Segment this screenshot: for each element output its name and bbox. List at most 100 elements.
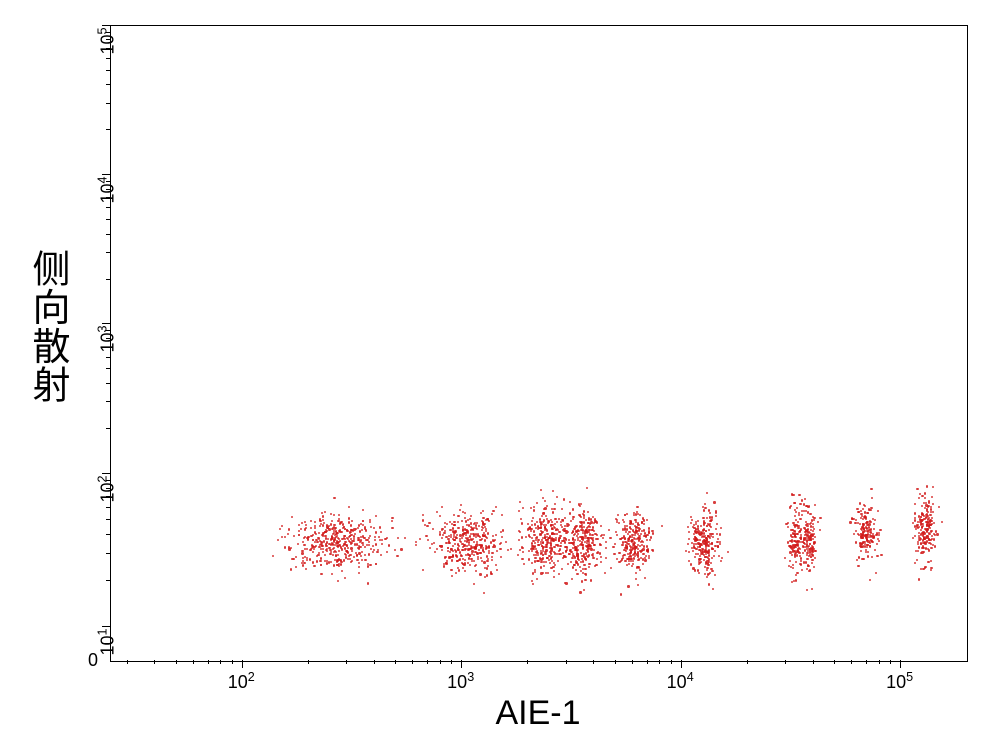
scatter-point: [583, 564, 585, 566]
scatter-point: [343, 526, 345, 528]
scatter-point: [705, 530, 707, 532]
scatter-point: [626, 525, 628, 527]
x-minor-tick: [671, 660, 672, 664]
scatter-point: [550, 538, 552, 540]
scatter-point: [569, 501, 571, 503]
scatter-point: [586, 527, 588, 529]
scatter-point: [381, 543, 383, 545]
scatter-point: [532, 540, 534, 542]
scatter-point: [535, 551, 537, 553]
scatter-point: [491, 556, 493, 558]
scatter-point: [451, 575, 453, 577]
scatter-point: [927, 519, 929, 521]
scatter-point: [523, 563, 525, 565]
x-minor-tick: [220, 660, 221, 664]
scatter-point: [519, 549, 521, 551]
scatter-point: [914, 519, 916, 521]
scatter-point: [548, 559, 550, 561]
scatter-point: [629, 522, 631, 524]
scatter-point: [441, 549, 443, 551]
scatter-point: [801, 499, 803, 501]
scatter-point: [531, 550, 533, 552]
scatter-point: [500, 556, 502, 558]
scatter-point: [708, 583, 710, 585]
scatter-point: [302, 564, 304, 566]
scatter-point: [322, 524, 324, 526]
scatter-point: [625, 545, 627, 547]
x-minor-tick: [890, 660, 891, 664]
scatter-point: [930, 560, 932, 562]
scatter-point: [813, 566, 815, 568]
scatter-point: [631, 539, 633, 541]
scatter-point: [548, 521, 550, 523]
scatter-point: [345, 550, 347, 552]
scatter-point: [637, 544, 639, 546]
scatter-point: [545, 561, 547, 563]
scatter-point: [720, 527, 722, 529]
scatter-point: [316, 560, 318, 562]
y-minor-tick: [106, 279, 110, 280]
scatter-point: [441, 528, 443, 530]
x-minor-tick: [834, 660, 835, 664]
scatter-point: [492, 535, 494, 537]
scatter-point: [415, 541, 417, 543]
y-minor-tick: [106, 219, 110, 220]
scatter-point: [532, 517, 534, 519]
scatter-point: [422, 569, 424, 571]
scatter-point: [485, 545, 487, 547]
scatter-point: [554, 564, 556, 566]
scatter-point: [464, 562, 466, 564]
scatter-point: [613, 553, 615, 555]
scatter-point: [814, 557, 816, 559]
scatter-point: [338, 565, 340, 567]
scatter-point: [521, 558, 523, 560]
scatter-point: [707, 535, 709, 537]
scatter-point: [633, 543, 635, 545]
scatter-point: [470, 515, 472, 517]
scatter-point: [361, 529, 363, 531]
scatter-point: [704, 507, 706, 509]
scatter-point: [455, 555, 457, 557]
scatter-point: [922, 495, 924, 497]
scatter-point: [634, 555, 636, 557]
scatter-point: [712, 536, 714, 538]
x-minor-tick: [451, 660, 452, 664]
scatter-point: [537, 526, 539, 528]
scatter-point: [456, 534, 458, 536]
scatter-point: [568, 539, 570, 541]
scatter-point: [637, 584, 639, 586]
scatter-point: [628, 563, 630, 565]
scatter-point: [528, 550, 530, 552]
scatter-point: [464, 512, 466, 514]
scatter-point: [333, 564, 335, 566]
scatter-point: [544, 551, 546, 553]
scatter-point: [565, 556, 567, 558]
scatter-point: [934, 534, 936, 536]
scatter-point: [313, 565, 315, 567]
scatter-point: [355, 528, 357, 530]
scatter-point: [925, 502, 927, 504]
scatter-point: [419, 538, 421, 540]
scatter-point: [727, 551, 729, 553]
scatter-point: [719, 533, 721, 535]
scatter-point: [468, 544, 470, 546]
y-minor-tick: [106, 39, 110, 40]
scatter-point: [530, 530, 532, 532]
scatter-point: [935, 530, 937, 532]
scatter-point: [520, 518, 522, 520]
scatter-point: [620, 593, 622, 595]
scatter-point: [878, 540, 880, 542]
scatter-point: [400, 548, 402, 550]
scatter-point: [372, 551, 374, 553]
scatter-point: [491, 552, 493, 554]
scatter-point: [487, 532, 489, 534]
scatter-point: [812, 530, 814, 532]
scatter-point: [789, 560, 791, 562]
scatter-point: [605, 557, 607, 559]
scatter-point: [443, 565, 445, 567]
scatter-point: [485, 519, 487, 521]
scatter-point: [318, 552, 320, 554]
x-minor-tick: [427, 660, 428, 664]
scatter-point: [373, 549, 375, 551]
scatter-point: [873, 528, 875, 530]
